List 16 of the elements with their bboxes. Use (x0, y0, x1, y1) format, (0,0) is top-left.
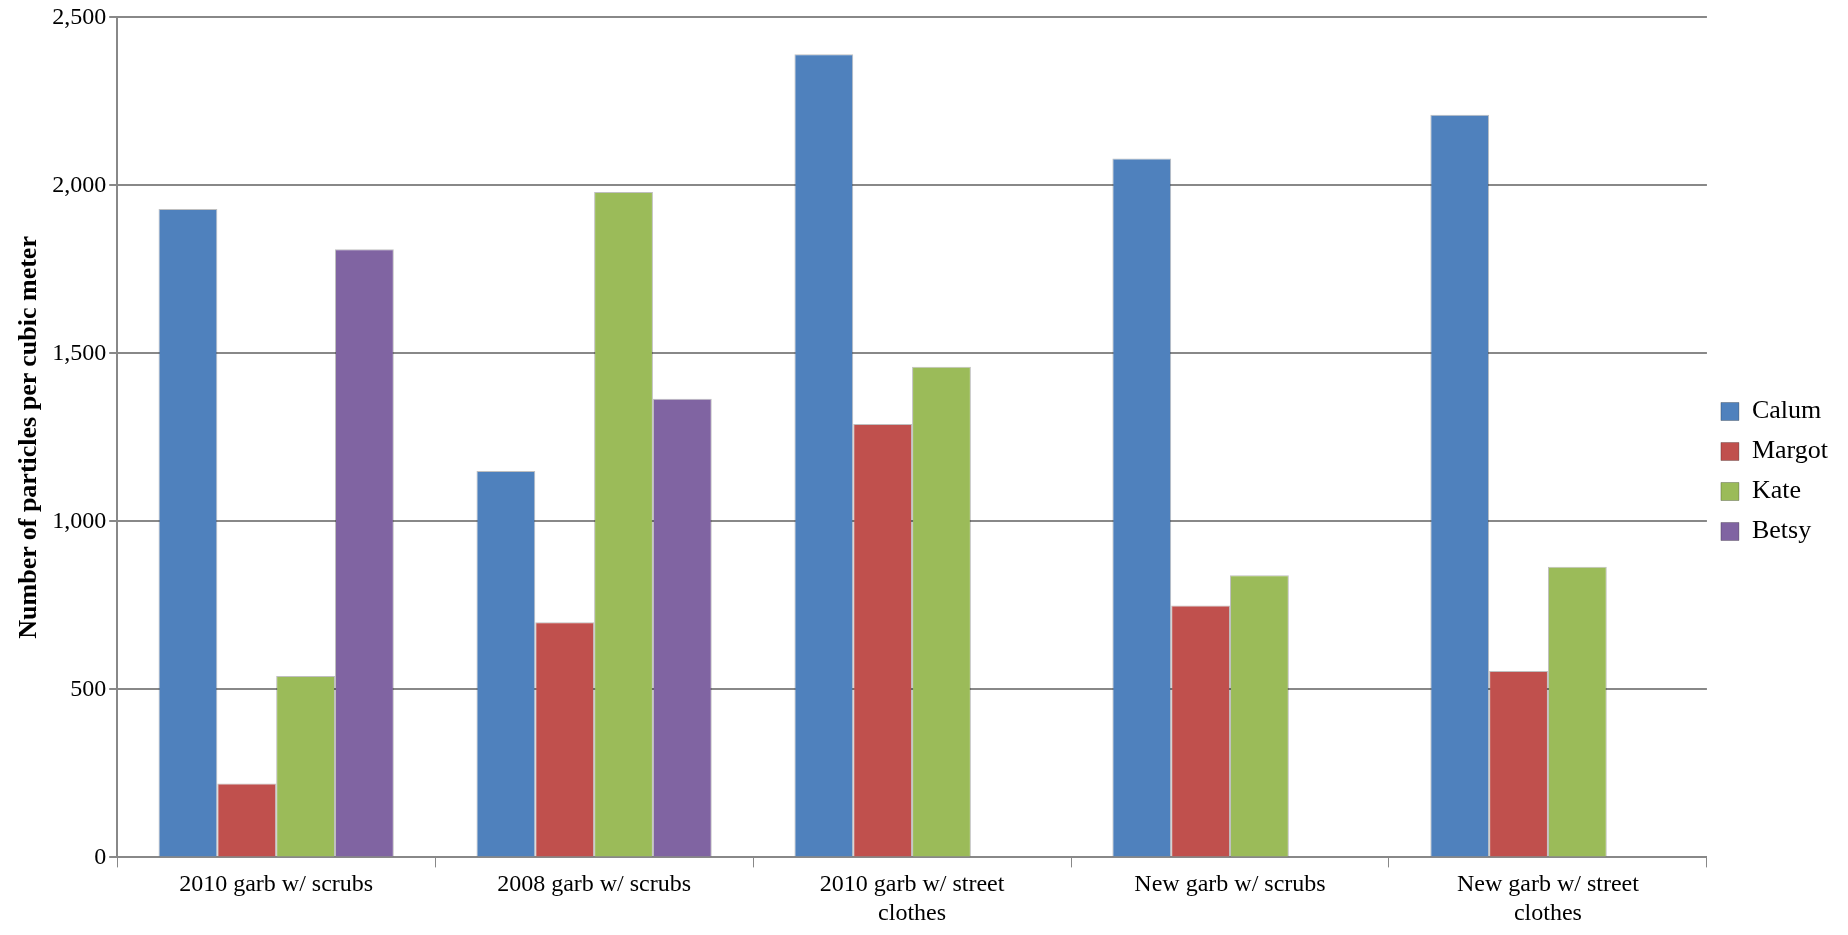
y-tick-label: 1,000 (52, 506, 107, 533)
legend-label: Kate (1751, 475, 1802, 505)
legend-label: Betsy (1751, 515, 1812, 545)
x-tick-label: New garb w/ scrubs (1134, 870, 1326, 897)
x-tick-label: 2010 garb w/ scrubs (179, 870, 374, 897)
x-tick-label: 2010 garb w/ street clothes (819, 870, 1005, 925)
legend-label: Margot (1751, 435, 1829, 465)
y-tick-label: 0 (94, 842, 107, 869)
legend-label: Calum (1751, 395, 1822, 425)
y-tick-label: 500 (70, 674, 107, 701)
y-tick-label: 1,500 (52, 338, 107, 365)
x-tick-label: 2008 garb w/ scrubs (497, 870, 692, 897)
y-tick-label: 2,500 (52, 2, 107, 29)
y-tick-label: 2,000 (52, 170, 107, 197)
y-axis-title: Number of particles per cubic meter (13, 236, 43, 639)
x-tick-label: New garb w/ street clothes (1456, 870, 1640, 925)
